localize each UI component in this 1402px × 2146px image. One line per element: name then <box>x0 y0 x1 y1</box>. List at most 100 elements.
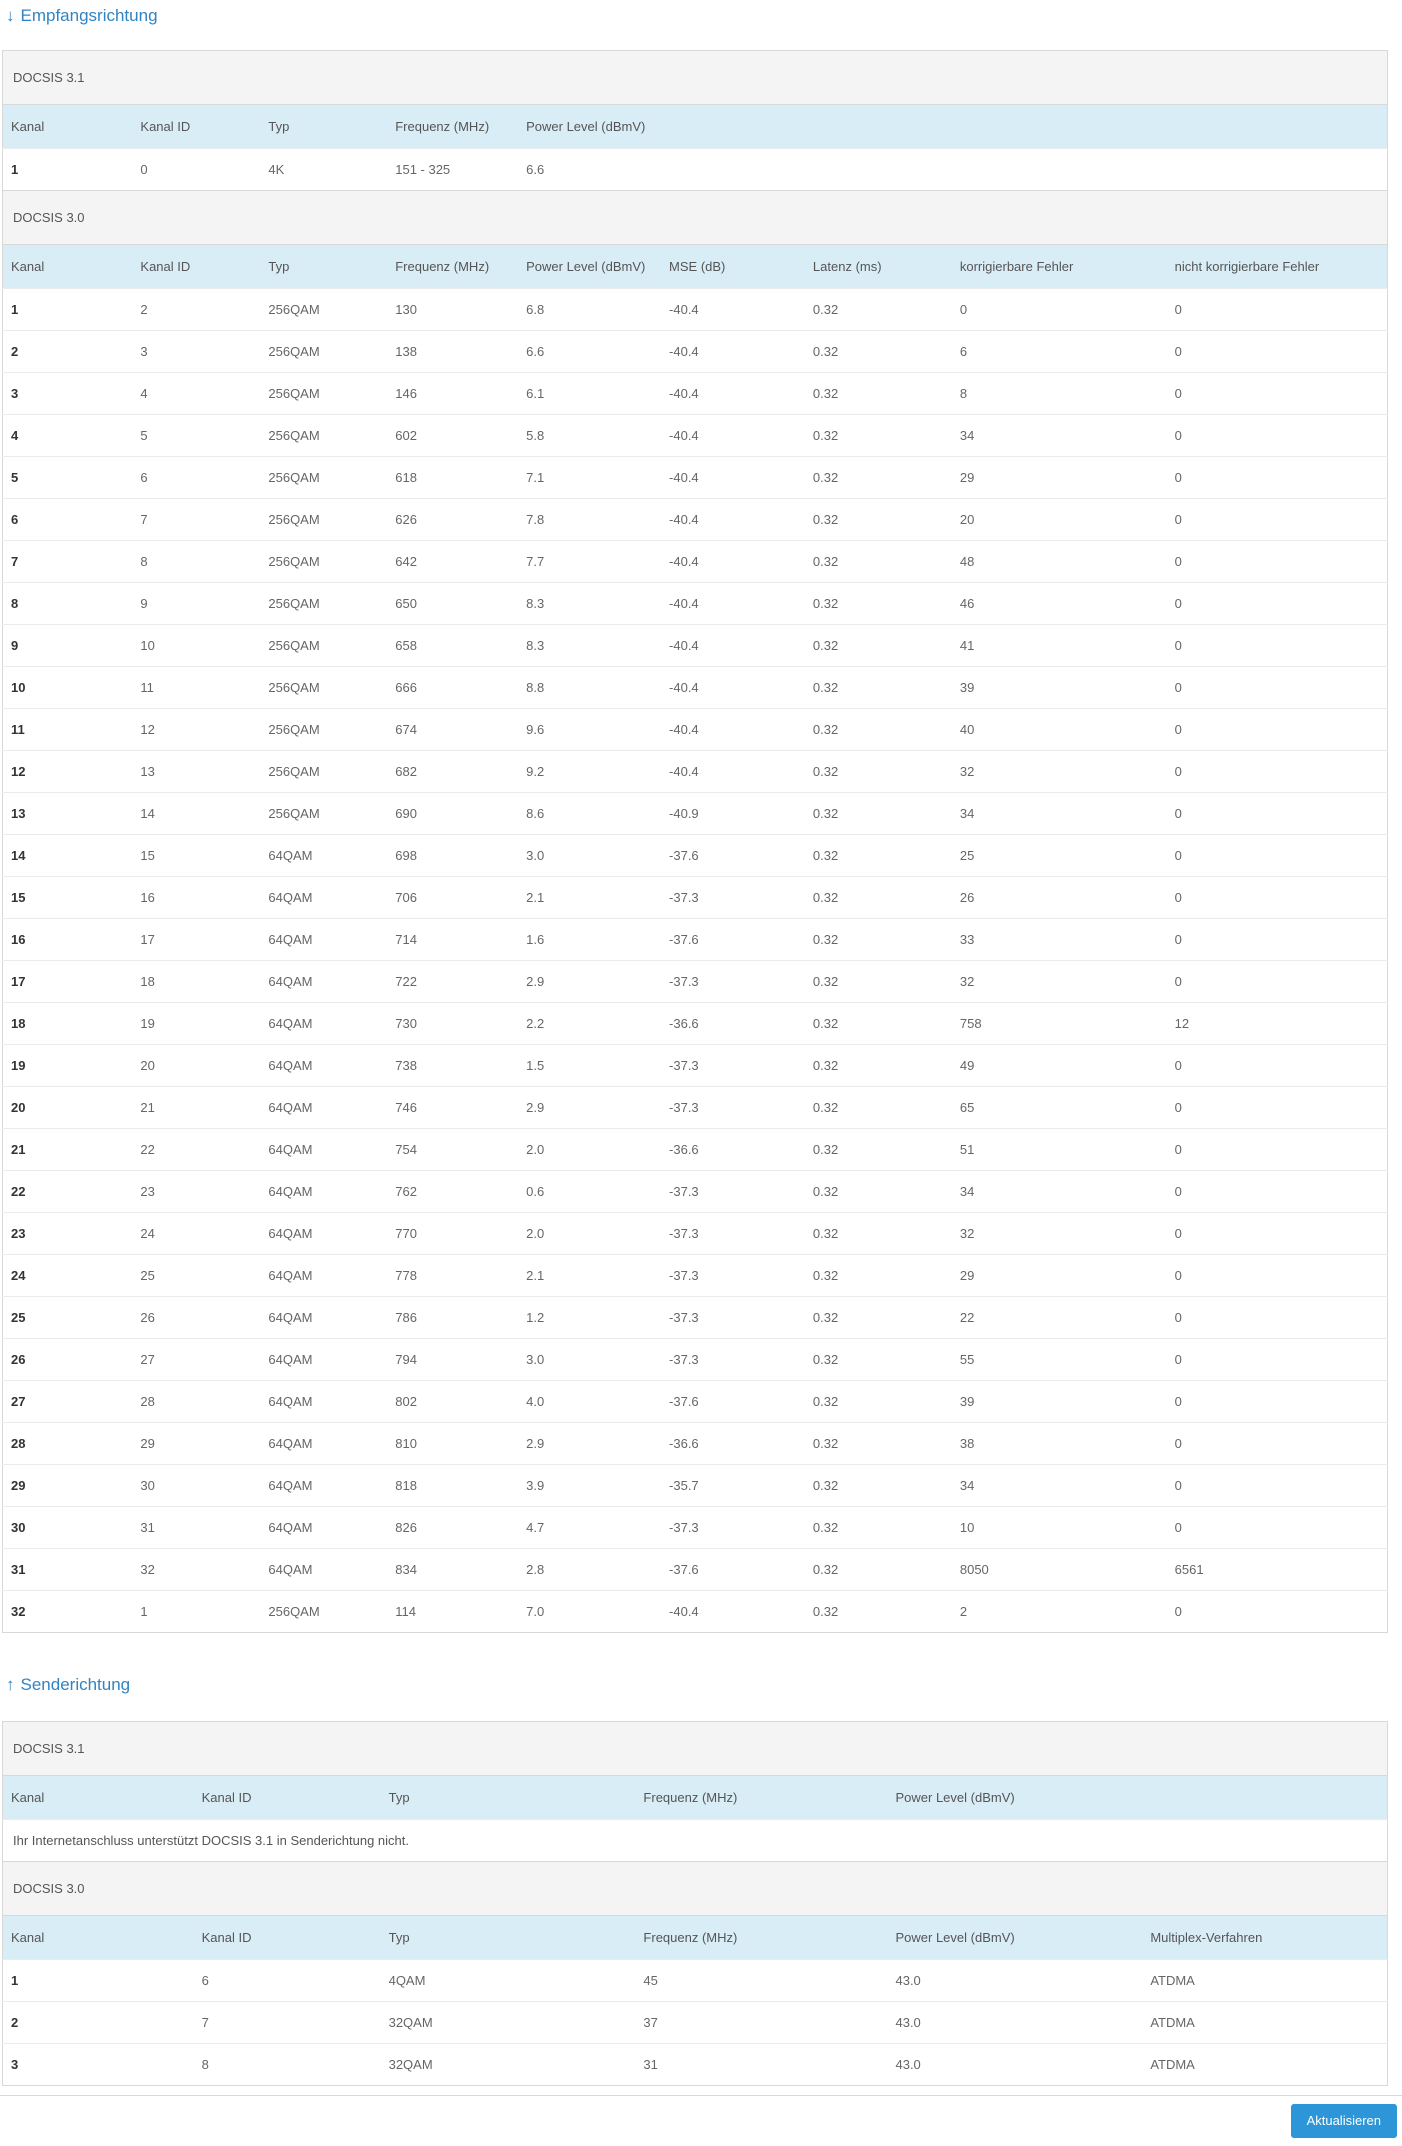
cell: 0.32 <box>804 1044 952 1087</box>
cell: 29 <box>951 456 1167 499</box>
column-header: Kanal <box>2 104 133 149</box>
cell: 34 <box>951 414 1167 457</box>
cell: 6 <box>193 1959 381 2002</box>
cell: 7.8 <box>518 498 662 541</box>
cell: 64QAM <box>260 1464 388 1507</box>
cell: 2 <box>2 330 133 373</box>
cell: 758 <box>951 1002 1167 1045</box>
cell: 26 <box>132 1296 261 1339</box>
cell: 9.2 <box>518 750 662 793</box>
column-header: nicht korrigierbare Fehler <box>1166 244 1388 289</box>
column-header <box>661 104 805 149</box>
column-header: Power Level (dBmV) <box>518 104 662 149</box>
receive-docsis30-body: 1 2 256QAM 130 6.8 -40.4 0.32 0 0 2 3 256QAM 138 6.6-… <box>2 288 1388 1633</box>
cell: 146 <box>387 372 519 415</box>
cell: 22 <box>132 1128 261 1171</box>
cell: 8.6 <box>518 792 662 835</box>
cell: 25 <box>951 834 1167 877</box>
cell: 20 <box>132 1044 261 1087</box>
cell: 256QAM <box>260 288 388 331</box>
column-header: Power Level (dBmV) <box>887 1775 1143 1820</box>
cell: 22 <box>2 1170 133 1213</box>
group-label: DOCSIS 3.0 <box>2 190 1388 245</box>
refresh-button[interactable]: Aktualisieren <box>1290 2104 1397 2138</box>
table-row: 18 19 64QAM 730 2.2 -36.6 0.32 758 12 <box>2 1002 1388 1045</box>
cell: 0 <box>1166 1254 1388 1297</box>
group-label: DOCSIS 3.0 <box>2 1861 1388 1916</box>
cell: 1.6 <box>518 918 662 961</box>
cell: 1.5 <box>518 1044 662 1087</box>
cell: 32 <box>951 750 1167 793</box>
cell: 0.32 <box>804 1590 952 1633</box>
cell: 10 <box>951 1506 1167 1549</box>
cell: 0.32 <box>804 1338 952 1381</box>
cell: 0 <box>1166 918 1388 961</box>
cell: 650 <box>387 582 519 625</box>
cell: 8.3 <box>518 624 662 667</box>
table-row: 17 18 64QAM 722 2.9 -37.3 0.32 32 0 <box>2 960 1388 1003</box>
column-header: Kanal <box>2 1775 194 1820</box>
cell: -37.3 <box>661 1212 805 1255</box>
cell: 29 <box>951 1254 1167 1297</box>
cell: 698 <box>387 834 519 877</box>
cell: 0.32 <box>804 666 952 709</box>
cell: 6.1 <box>518 372 662 415</box>
cell: 738 <box>387 1044 519 1087</box>
cell: 6561 <box>1166 1548 1388 1591</box>
cell <box>661 148 805 191</box>
receive-channels-table: DOCSIS 3.1 Kanal Kanal ID Typ Frequenz (MHz… <box>2 50 1388 1633</box>
receive-section-heading: ↓ Empfangsrichtung <box>6 6 1388 26</box>
cell: 43.0 <box>887 2001 1143 2044</box>
table-row: 28 29 64QAM 810 2.9 -36.6 0.32 38 0 <box>2 1422 1388 1465</box>
cell: -40.4 <box>661 582 805 625</box>
column-header: Power Level (dBmV) <box>887 1915 1143 1960</box>
cell: 666 <box>387 666 519 709</box>
cell: 0 <box>1166 1086 1388 1129</box>
cell: 754 <box>387 1128 519 1171</box>
cell: 2 <box>2 2001 194 2044</box>
cell: 6.8 <box>518 288 662 331</box>
cell: 256QAM <box>260 624 388 667</box>
column-header: Typ <box>380 1775 636 1820</box>
table-row: 6 7 256QAM 626 7.8 -40.4 0.32 20 0 <box>2 498 1388 541</box>
cell: 0 <box>1166 876 1388 919</box>
cell: 32 <box>951 1212 1167 1255</box>
cell: 0.32 <box>804 960 952 1003</box>
receive-docsis30-header: Kanal Kanal ID Typ Frequenz (MHz) Power Leve… <box>2 244 1388 289</box>
cell: 2.1 <box>518 1254 662 1297</box>
cell: -36.6 <box>661 1002 805 1045</box>
cell: 746 <box>387 1086 519 1129</box>
cell: 0 <box>1166 834 1388 877</box>
cell: 14 <box>132 792 261 835</box>
cell: 722 <box>387 960 519 1003</box>
cell: 0.32 <box>804 540 952 583</box>
cell: 0.32 <box>804 1002 952 1045</box>
send-section-heading: ↑ Senderichtung <box>6 1675 1388 1695</box>
cell: 786 <box>387 1296 519 1339</box>
column-header: korrigierbare Fehler <box>951 244 1167 289</box>
cell: 256QAM <box>260 372 388 415</box>
cell: -40.4 <box>661 414 805 457</box>
cell: 256QAM <box>260 708 388 751</box>
cell: 0 <box>1166 1338 1388 1381</box>
column-header: MSE (dB) <box>661 244 805 289</box>
cell: 21 <box>132 1086 261 1129</box>
cell: 4 <box>132 372 261 415</box>
cell: 802 <box>387 1380 519 1423</box>
column-header-row: Kanal Kanal ID Typ Frequenz (MHz) Power Leve… <box>2 104 1388 149</box>
cell: 27 <box>2 1380 133 1423</box>
cell: 10 <box>2 666 133 709</box>
cell: 64QAM <box>260 1128 388 1171</box>
table-row: 19 20 64QAM 738 1.5 -37.3 0.32 49 0 <box>2 1044 1388 1087</box>
cell: 0 <box>1166 540 1388 583</box>
cell: 714 <box>387 918 519 961</box>
cell: 0.32 <box>804 1212 952 1255</box>
table-row: 13 14 256QAM 690 8.6 -40.9 0.32 34 0 <box>2 792 1388 835</box>
cell: 0.32 <box>804 792 952 835</box>
cell: 6 <box>132 456 261 499</box>
cell: 17 <box>2 960 133 1003</box>
cell: 7.7 <box>518 540 662 583</box>
cell: 23 <box>2 1212 133 1255</box>
column-header: Frequenz (MHz) <box>387 104 519 149</box>
cell: 810 <box>387 1422 519 1465</box>
